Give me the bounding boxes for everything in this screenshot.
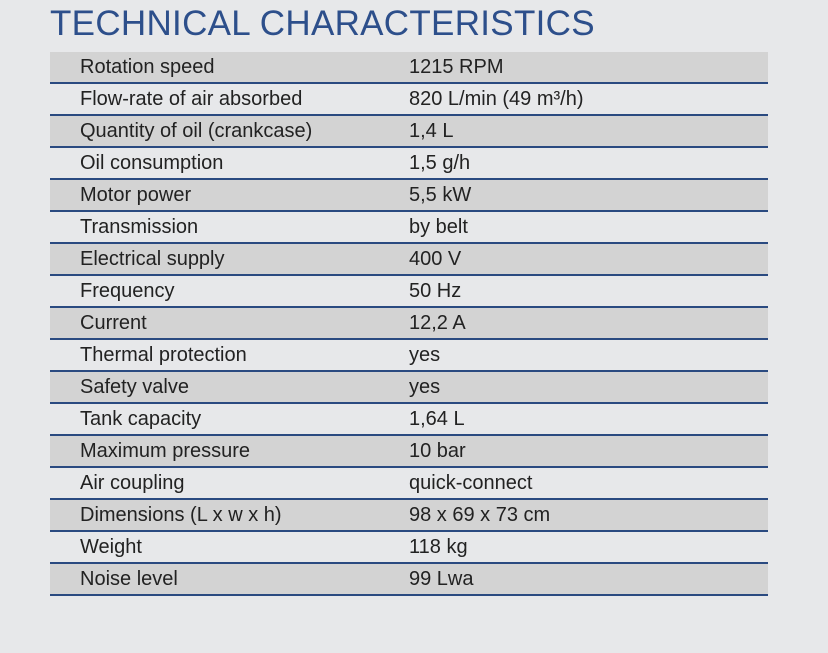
spec-label: Quantity of oil (crankcase) [50, 115, 409, 148]
spec-value: 1,64 L [409, 403, 768, 436]
spec-row: Dimensions (L x w x h) 98 x 69 x 73 cm [50, 499, 768, 532]
spec-value: yes [409, 339, 768, 372]
spec-row: Current 12,2 A [50, 307, 768, 340]
spec-label: Maximum pressure [50, 435, 409, 468]
spec-label: Flow-rate of air absorbed [50, 83, 409, 116]
spec-label: Rotation speed [50, 52, 409, 84]
spec-label: Current [50, 307, 409, 340]
spec-value: 1215 RPM [409, 52, 768, 84]
spec-label: Safety valve [50, 371, 409, 404]
spec-row: Transmission by belt [50, 211, 768, 244]
spec-label: Oil consumption [50, 147, 409, 180]
spec-row: Tank capacity 1,64 L [50, 403, 768, 436]
spec-label: Dimensions (L x w x h) [50, 499, 409, 532]
spec-row: Air coupling quick-connect [50, 467, 768, 500]
spec-row: Frequency 50 Hz [50, 275, 768, 308]
spec-value: 10 bar [409, 435, 768, 468]
spec-table: Rotation speed 1215 RPM Flow-rate of air a… [50, 52, 768, 596]
spec-row: Oil consumption 1,5 g/h [50, 147, 768, 180]
spec-value: 98 x 69 x 73 cm [409, 499, 768, 532]
spec-label: Electrical supply [50, 243, 409, 276]
spec-label: Air coupling [50, 467, 409, 500]
spec-row: Weight 118 kg [50, 531, 768, 564]
spec-value: 99 Lwa [409, 563, 768, 596]
spec-label: Frequency [50, 275, 409, 308]
spec-label: Weight [50, 531, 409, 564]
spec-row: Motor power 5,5 kW [50, 179, 768, 212]
spec-row: Maximum pressure 10 bar [50, 435, 768, 468]
spec-row: Electrical supply 400 V [50, 243, 768, 276]
spec-value: 1,4 L [409, 115, 768, 148]
spec-value: 1,5 g/h [409, 147, 768, 180]
spec-value: 12,2 A [409, 307, 768, 340]
spec-row: Rotation speed 1215 RPM [50, 52, 768, 84]
spec-label: Transmission [50, 211, 409, 244]
spec-value: yes [409, 371, 768, 404]
spec-row: Quantity of oil (crankcase) 1,4 L [50, 115, 768, 148]
spec-row: Noise level 99 Lwa [50, 563, 768, 596]
spec-value: 5,5 kW [409, 179, 768, 212]
title: TECHNICAL CHARACTERISTICS [50, 4, 595, 43]
spec-value: 118 kg [409, 531, 768, 564]
spec-row: Safety valve yes [50, 371, 768, 404]
spec-value: 50 Hz [409, 275, 768, 308]
spec-value: by belt [409, 211, 768, 244]
spec-label: Motor power [50, 179, 409, 212]
spec-row: Flow-rate of air absorbed 820 L/min (49 m… [50, 83, 768, 116]
spec-label: Tank capacity [50, 403, 409, 436]
spec-row: Thermal protection yes [50, 339, 768, 372]
spec-value: quick-connect [409, 467, 768, 500]
spec-label: Thermal protection [50, 339, 409, 372]
spec-value: 400 V [409, 243, 768, 276]
spec-value: 820 L/min (49 m³/h) [409, 83, 768, 116]
spec-label: Noise level [50, 563, 409, 596]
